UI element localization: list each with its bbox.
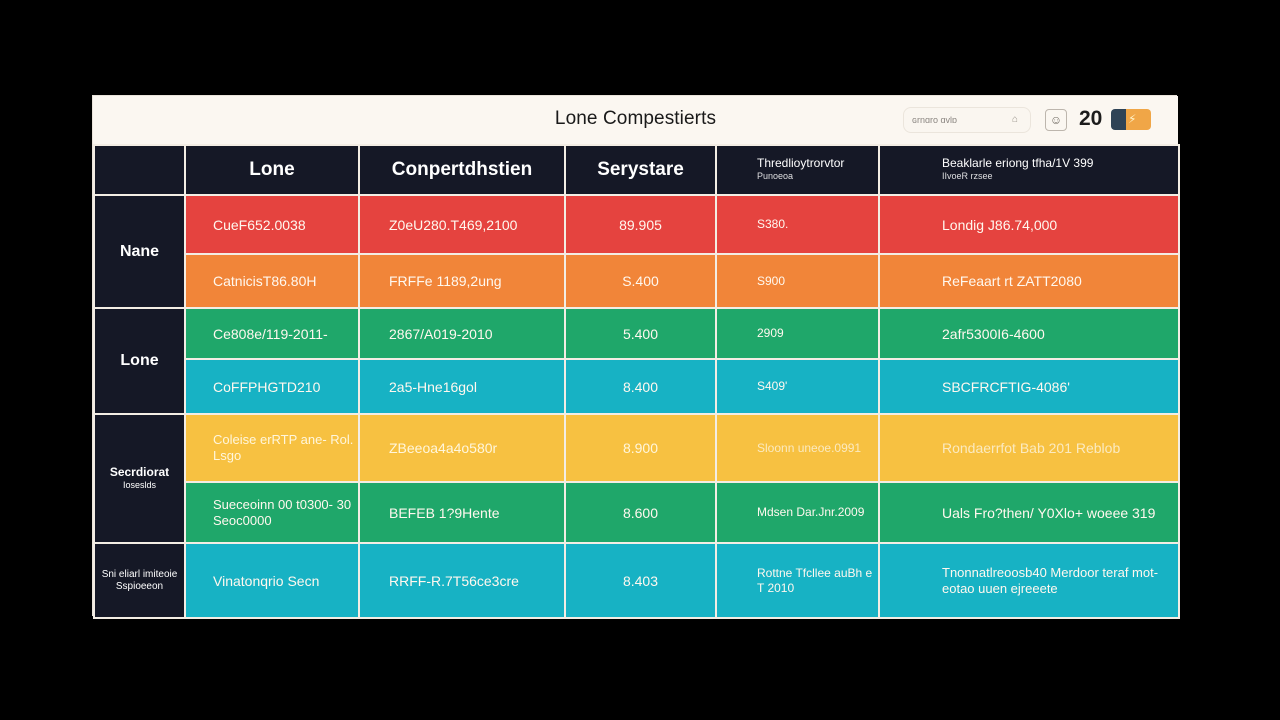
column-header-row: Lone Conpertdhstien Serystare Thredlioyt… — [93, 144, 1180, 196]
table-cell: 8.400 — [564, 358, 717, 415]
table-cell: Z0eU280.T469,2100 — [358, 194, 566, 255]
table-cell: RRFF-R.7T56ce3cre — [358, 542, 566, 619]
table-row[interactable]: CoFFPHGTD210 2a5-Hne16gol 8.400 S409' SB… — [94, 358, 1180, 415]
table-cell: Rottne Tfcllee auBh e T 2010 — [715, 542, 880, 619]
table-cell: SBCFRCFTIG-4086' — [878, 358, 1180, 415]
row-group-label: Lone — [93, 307, 186, 415]
column-header[interactable]: Serystare — [564, 144, 717, 196]
search-input[interactable]: ɢrnɑro ɑvlɒ ⌂ — [903, 107, 1031, 133]
table-cell: 8.900 — [564, 413, 717, 483]
table-cell: S380. — [715, 194, 880, 255]
table-cell: Mdsen Dar.Jnr.2009 — [715, 481, 880, 544]
table-cell: ReFeaart rt ZATT2080 — [878, 253, 1180, 309]
table-cell: FRFFe 1189,2ung — [358, 253, 566, 309]
table-cell: S.400 — [564, 253, 717, 309]
table-row[interactable]: Sni eliarl imiteoie Sspioeeon Vinatonqri… — [93, 542, 1180, 619]
row-group-label: Secrdiorat Ioseslds — [93, 413, 186, 544]
column-header-sub: IIvoeR rzsee — [942, 171, 993, 181]
table-cell: Vinatonqrio Secn — [184, 542, 360, 619]
table-cell: Londig J86.74,000 — [878, 194, 1180, 255]
table-cell: CoFFPHGTD210 — [184, 358, 360, 415]
table-cell: Sueceoinn 00 t0300- 30 Seoc0000 — [184, 481, 360, 544]
table-cell: BEFEB 1?9Hente — [358, 481, 566, 544]
column-header-sub: Punoeoa — [757, 171, 794, 181]
column-header-label: Beaklarle eriong tfha/1V 399 — [942, 156, 1094, 170]
corner-cell — [93, 144, 186, 196]
face-icon[interactable]: ☺ — [1045, 109, 1067, 131]
table-row[interactable]: Lone Ce808e/119-2011- 2867/A019-2010 5.4… — [93, 307, 1180, 415]
table-cell: Uals Fro?then/ Y0Xlo+ woeee 319 — [878, 481, 1180, 544]
row-group-label: Nane — [93, 194, 186, 309]
table-row[interactable]: CatnicisT86.80H FRFFe 1189,2ung S.400 S9… — [94, 253, 1180, 309]
table-cell: Ce808e/119-2011- — [184, 307, 360, 360]
table-cell: CueF652.0038 — [184, 194, 360, 255]
table-cell: Tnonnatlreoosb40 Merdoor teraf mot-eotao… — [878, 542, 1180, 619]
table-cell: 2867/A019-2010 — [358, 307, 566, 360]
table-cell: 2909 — [715, 307, 880, 360]
table-cell: 8.403 — [564, 542, 717, 619]
title-bar: Lone Compestierts ɢrnɑro ɑvlɒ ⌂ ☺ 20 ⚡ — [93, 96, 1178, 144]
table-cell: Sloonn uneoe.0991 — [715, 413, 880, 483]
table-cell: Coleise erRTP ane- Rol. Lsgo — [184, 413, 360, 483]
table-cell: 2afr5300I6-4600 — [878, 307, 1180, 360]
column-header[interactable]: Lone — [184, 144, 360, 196]
clear-icon[interactable]: ⌂ — [1012, 114, 1019, 125]
table-cell: ZBeeoa4a4o580r — [358, 413, 566, 483]
table-cell: Rondaerrfot Bab 201 Reblob — [878, 413, 1180, 483]
table-row[interactable]: Secrdiorat Ioseslds Coleise erRTP ane- R… — [93, 413, 1180, 544]
table-cell: 5.400 — [564, 307, 717, 360]
column-header-label: Thredlioytrorvtor — [757, 156, 845, 170]
table-row[interactable]: Nane CueF652.0038 Z0eU280.T469,2100 89.9… — [93, 194, 1180, 309]
data-table: Lone Conpertdhstien Serystare Thredlioyt… — [93, 144, 1180, 619]
table-panel: Lone Compestierts ɢrnɑro ɑvlɒ ⌂ ☺ 20 ⚡ L… — [92, 95, 1180, 619]
column-header[interactable]: Thredlioytrorvtor Punoeoa — [715, 144, 880, 196]
column-header[interactable]: Beaklarle eriong tfha/1V 399 IIvoeR rzse… — [878, 144, 1180, 196]
column-header[interactable]: Conpertdhstien — [358, 144, 566, 196]
count-badge: 20 — [1079, 107, 1103, 130]
row-group-label: Sni eliarl imiteoie Sspioeeon — [93, 542, 186, 619]
table-cell: S409' — [715, 358, 880, 415]
table-cell: 8.600 — [564, 481, 717, 544]
lightning-toggle-icon[interactable]: ⚡ — [1111, 109, 1151, 130]
table-cell: S900 — [715, 253, 880, 309]
table-cell: CatnicisT86.80H — [184, 253, 360, 309]
table-cell: 2a5-Hne16gol — [358, 358, 566, 415]
search-placeholder: ɢrnɑro ɑvlɒ — [912, 115, 958, 125]
page-title: Lone Compestierts — [554, 108, 717, 129]
row-group-sub: Ioseslds — [122, 479, 157, 490]
table-cell: 89.905 — [564, 194, 717, 255]
table-row[interactable]: Sueceoinn 00 t0300- 30 Seoc0000 BEFEB 1?… — [94, 481, 1180, 544]
row-group-title: Secrdiorat — [109, 464, 170, 479]
